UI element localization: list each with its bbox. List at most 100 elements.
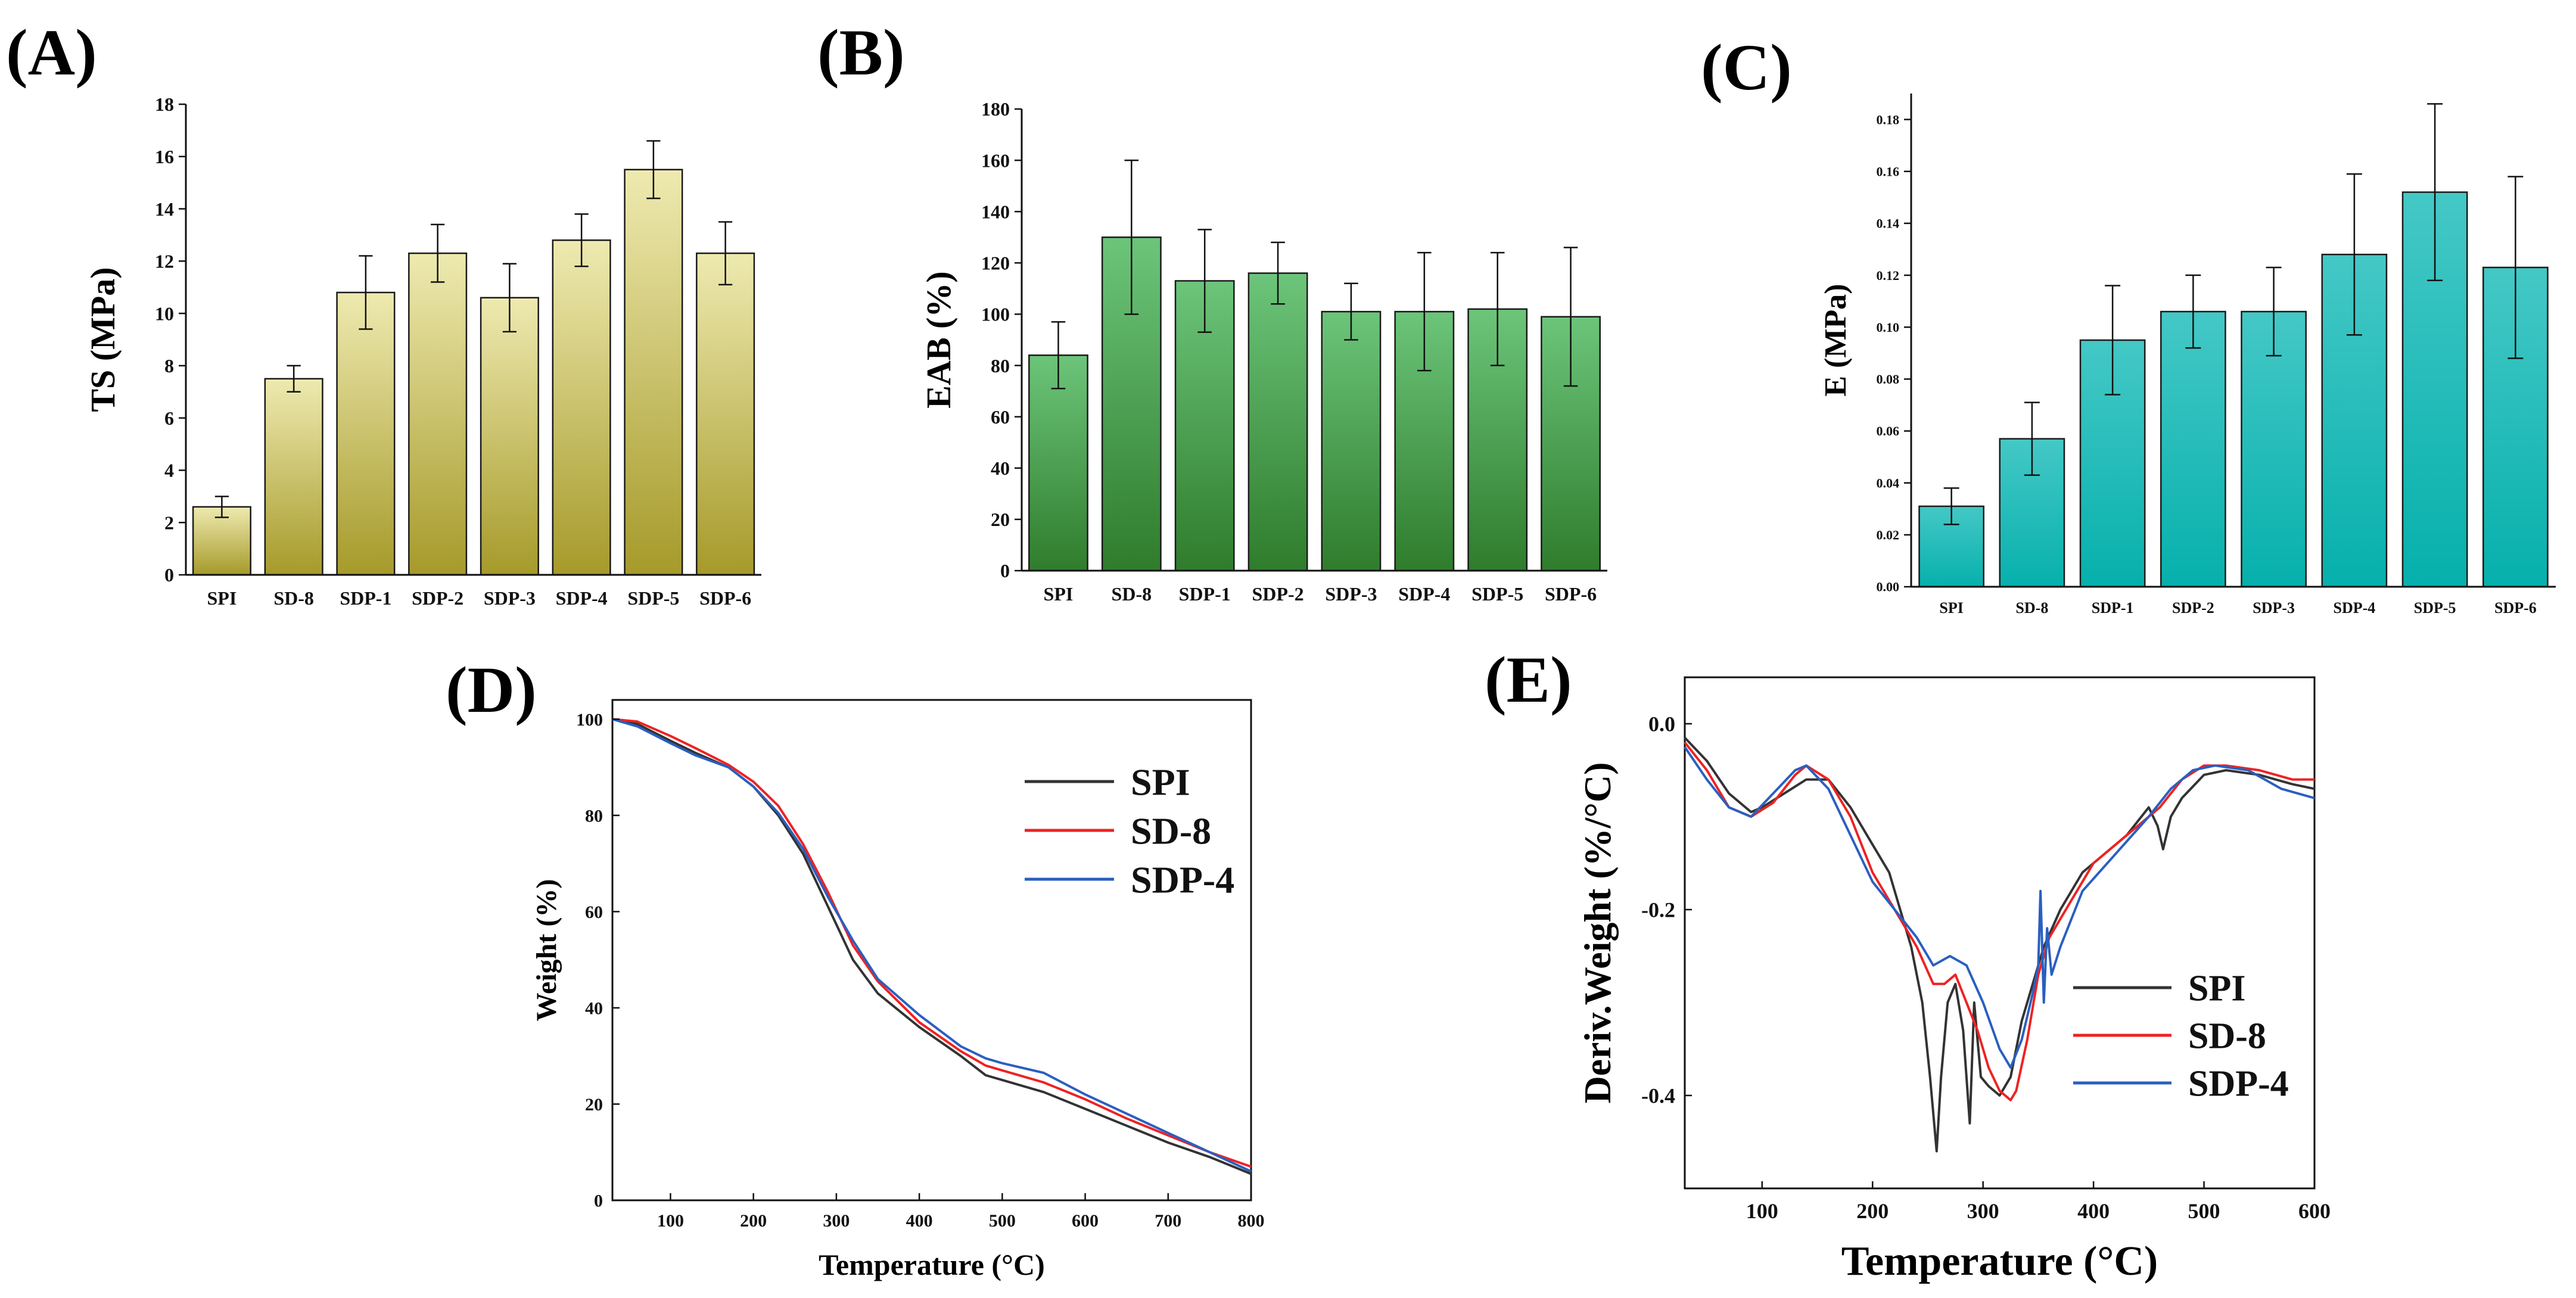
series-line-SD-8 [612,718,1252,1168]
x-tick-label: SDP-3 [484,587,536,609]
y-tick-label: 0.04 [1877,475,1900,490]
legend-label: SPI [1131,761,1190,803]
y-tick-label: 0.12 [1877,268,1900,283]
x-tick-label: 200 [1856,1199,1889,1223]
y-tick-label: 60 [991,406,1010,428]
panel-label: (B) [817,16,905,89]
legend-label: SDP-4 [2188,1064,2289,1104]
x-tick-label: SDP-4 [2333,599,2375,617]
panel-d: 100 200 300 400 500 600 700 800 0 20 40 60 80 100 Temp… [446,653,1265,1281]
x-tick-label: SDP-2 [412,587,463,609]
y-tick-label: 0.18 [1877,112,1900,127]
x-axis-title: Temperature (°C) [819,1248,1045,1281]
x-tick-label: 400 [906,1211,933,1231]
y-tick-label: 100 [981,304,1010,325]
x-tick-label: SD-8 [2015,599,2048,617]
y-tick-label: 0.08 [1877,372,1900,387]
y-tick-label: -0.4 [1641,1084,1675,1108]
y-tick-label: 2 [164,512,174,533]
bar-SDP-5 [624,169,683,576]
x-tick-label: SD-8 [1112,583,1152,605]
y-tick-label: 0 [594,1191,603,1211]
bar-SDP-4 [552,239,611,576]
x-tick-label: 100 [1746,1199,1778,1223]
y-axis-title: TS (MPa) [83,267,122,412]
y-tick-label: 20 [585,1095,603,1115]
series-line-SD-8 [1684,741,2314,1101]
x-tick-label: 500 [2188,1199,2220,1223]
legend-label: SPI [2188,969,2245,1009]
x-tick-label: SD-8 [273,587,314,609]
y-tick-label: 14 [155,198,174,220]
legend: SPI SD-8 SDP-4 [1025,761,1234,901]
y-axis-title: Weight (%) [531,879,562,1022]
y-tick-label: 0.14 [1877,216,1900,231]
x-tick-label: SPI [1044,583,1074,605]
legend: SPI SD-8 SDP-4 [2073,969,2289,1104]
y-tick-label: 80 [585,806,603,826]
bar-SDP-1 [336,291,396,576]
bar-SDP-3 [1321,310,1382,572]
x-tick-label: SDP-5 [1471,583,1523,605]
y-tick-label: 0.16 [1877,164,1900,179]
y-axis-title: EAB (%) [919,271,958,408]
y-tick-label: 0.0 [1648,712,1675,736]
x-tick-label: SDP-2 [1252,583,1304,605]
y-tick-label: 160 [981,150,1010,171]
panel-a: SPI SD-8 SDP-1 SDP-2 SDP-3 SDP-4 SDP-5 SDP-6 0 2 4… [6,16,761,609]
x-tick-label: SPI [1939,599,1963,617]
y-tick-label: 0.00 [1877,580,1900,594]
x-tick-label: 600 [2298,1199,2331,1223]
y-tick-label: 0.02 [1877,528,1900,543]
x-tick-label: SPI [207,587,237,609]
x-tick-label: 800 [1238,1211,1265,1231]
x-tick-label: SDP-6 [2494,599,2537,617]
x-tick-label: SDP-5 [627,587,679,609]
panel-b: SPI SD-8 SDP-1 SDP-2 SDP-3 SDP-4 SDP-5 SDP-6 0 20… [817,16,1607,605]
bar-SDP-2 [408,252,468,576]
x-tick-label: SDP-3 [1325,583,1377,605]
y-tick-label: 140 [981,201,1010,222]
series-line-SDP-4 [612,718,1252,1173]
x-tick-label: SDP-3 [2253,599,2295,617]
y-tick-label: 20 [991,509,1010,530]
x-tick-label: SDP-4 [556,587,608,609]
y-tick-label: 0 [1000,560,1010,581]
y-tick-label: 180 [981,98,1010,120]
y-tick-label: 16 [155,146,174,167]
x-tick-label: 300 [823,1211,850,1231]
x-tick-label: SDP-1 [340,587,391,609]
x-tick-label: SDP-4 [1398,583,1450,605]
plot-frame [611,699,1252,1201]
x-tick-label: SDP-6 [699,587,751,609]
x-tick-label: 100 [657,1211,684,1231]
y-tick-label: 100 [576,710,603,730]
y-tick-label: 18 [155,94,174,115]
x-tick-label: SDP-1 [2092,599,2134,617]
legend-label: SD-8 [2188,1016,2266,1057]
y-tick-label: 0 [164,564,174,586]
y-axis-title: Deriv.Weight (%/°C) [1576,762,1619,1103]
bar-SD-8 [264,378,323,576]
y-tick-label: 80 [991,355,1010,376]
plot-frame [1684,676,2316,1190]
legend-label: SD-8 [1131,810,1211,852]
bar-SDP-2 [1247,272,1308,572]
y-tick-label: 10 [155,303,174,324]
bar-SPI [1028,354,1088,572]
series-line-SPI [612,718,1252,1175]
y-tick-label: 120 [981,253,1010,274]
y-tick-label: 6 [164,407,174,429]
series-line-SDP-4 [1684,746,2315,1069]
bar-SPI [192,506,251,576]
y-axis-title: E (MPa) [1819,284,1853,396]
legend-label: SDP-4 [1131,858,1234,901]
bar-SDP-2 [2160,310,2226,588]
x-tick-label: SDP-5 [2414,599,2456,617]
y-tick-label: 4 [164,460,174,481]
x-tick-label: 700 [1155,1211,1181,1231]
panel-label: (C) [1701,31,1792,104]
panel-c: SPI SD-8 SDP-1 SDP-2 SDP-3 SDP-4 SDP-5 SDP-6 0.0… [1701,31,2556,617]
panel-label: (A) [6,16,97,89]
